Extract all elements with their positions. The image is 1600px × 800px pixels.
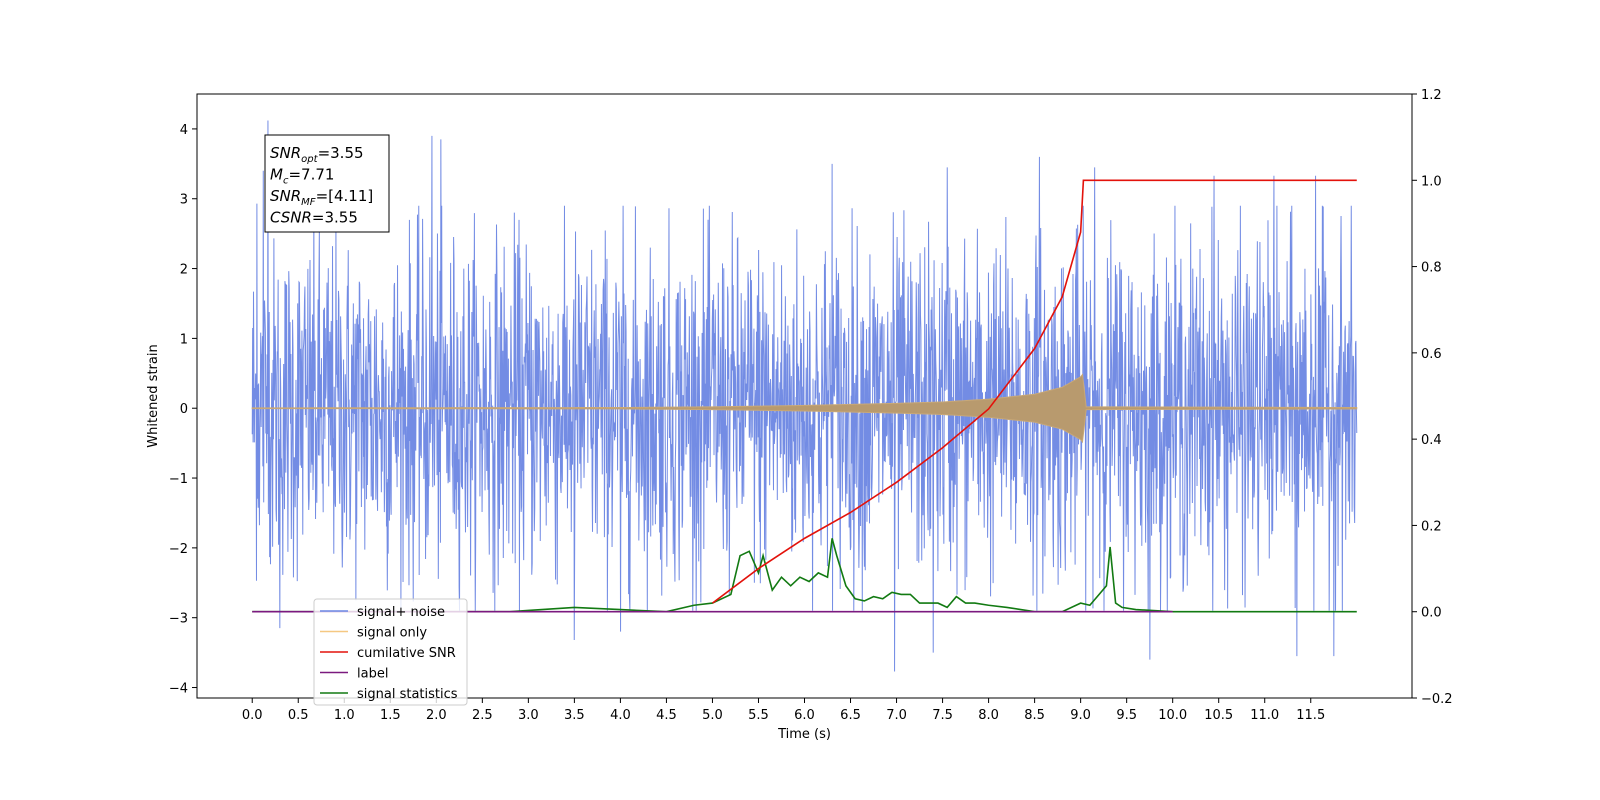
y-tick-label: 0 — [180, 402, 188, 417]
y-tick-label: −4 — [169, 682, 188, 697]
y-axis-label: Whitened strain — [146, 344, 161, 447]
annotation-line: SNRopt=3.55 — [270, 144, 364, 165]
y2-tick-label: 0.8 — [1421, 261, 1442, 276]
x-tick-label: 2.5 — [472, 708, 493, 723]
x-tick-label: 5.0 — [702, 708, 723, 723]
annotation-line: CSNR=3.55 — [270, 209, 358, 227]
y2-tick-label: 0.0 — [1421, 606, 1442, 621]
signal-statistics-series — [252, 538, 1357, 613]
x-tick-label: 1.5 — [380, 708, 401, 723]
x-axis: 0.0 0.5 1.0 1.5 2.0 2.5 3.0 3.5 4.0 4.5 5.0 5.5 6.0 6… — [242, 698, 1325, 723]
y-axis-right: 1.2 1.0 0.8 0.6 0.4 0.2 0.0 −0.2 — [1412, 88, 1453, 707]
x-tick-label: 3.0 — [518, 708, 539, 723]
x-tick-label: 3.5 — [564, 708, 585, 723]
y-tick-label: 2 — [180, 263, 188, 278]
annotation-frame — [264, 134, 390, 233]
y-tick-label: 4 — [180, 123, 188, 138]
y2-tick-label: 1.0 — [1421, 174, 1442, 189]
x-tick-label: 10.5 — [1204, 708, 1233, 723]
x-tick-label: 8.5 — [1024, 708, 1045, 723]
y-tick-label: −3 — [169, 612, 188, 627]
signal-noise-series — [251, 120, 1358, 672]
x-tick-label: 11.5 — [1296, 708, 1325, 723]
x-tick-label: 8.0 — [978, 708, 999, 723]
legend-frame — [313, 598, 468, 706]
x-tick-label: 9.5 — [1116, 708, 1137, 723]
y-tick-label: 3 — [180, 193, 188, 208]
legend-label: signal statistics — [357, 687, 458, 702]
x-tick-label: 10.0 — [1158, 708, 1187, 723]
y2-tick-label: 1.2 — [1421, 88, 1442, 103]
legend: signal+ noise signal only cumilative SNR la… — [313, 598, 468, 706]
x-tick-label: 7.5 — [932, 708, 953, 723]
y2-tick-label: −0.2 — [1421, 692, 1453, 707]
annotation-line: SNRMF=[4.11] — [270, 187, 373, 208]
legend-label: signal+ noise — [357, 605, 445, 620]
y2-tick-label: 0.2 — [1421, 519, 1442, 534]
x-tick-label: 4.0 — [610, 708, 631, 723]
x-tick-label: 2.0 — [426, 708, 447, 723]
y-tick-label: 1 — [180, 332, 188, 347]
y-axis-left: 4 3 2 1 0 −1 −2 −3 −4 — [169, 123, 197, 697]
x-tick-label: 0.0 — [242, 708, 263, 723]
signal-only-line — [251, 373, 1358, 444]
signal-noise-line — [251, 120, 1358, 672]
x-tick-label: 7.0 — [886, 708, 907, 723]
x-axis-label: Time (s) — [777, 727, 831, 742]
legend-label: cumilative SNR — [357, 646, 456, 661]
cumulative-snr-line — [711, 179, 1357, 604]
signal-only-series — [251, 373, 1358, 444]
y2-tick-label: 0.6 — [1421, 347, 1442, 362]
x-tick-label: 4.5 — [656, 708, 677, 723]
x-tick-label: 11.0 — [1250, 708, 1279, 723]
legend-label: label — [357, 667, 388, 682]
x-tick-label: 9.0 — [1070, 708, 1091, 723]
x-tick-label: 6.5 — [840, 708, 861, 723]
y2-tick-label: 0.4 — [1421, 433, 1442, 448]
signal-statistics-line — [252, 538, 1357, 613]
legend-label: signal only — [357, 626, 427, 641]
x-tick-label: 5.5 — [748, 708, 769, 723]
annotation-line: Mc=7.71 — [270, 166, 334, 187]
x-tick-label: 0.5 — [288, 708, 309, 723]
y-tick-label: −2 — [169, 542, 188, 557]
y-tick-label: −1 — [169, 472, 188, 487]
cumulative-snr-series — [711, 179, 1357, 604]
x-tick-label: 6.0 — [794, 708, 815, 723]
x-tick-label: 1.0 — [334, 708, 355, 723]
